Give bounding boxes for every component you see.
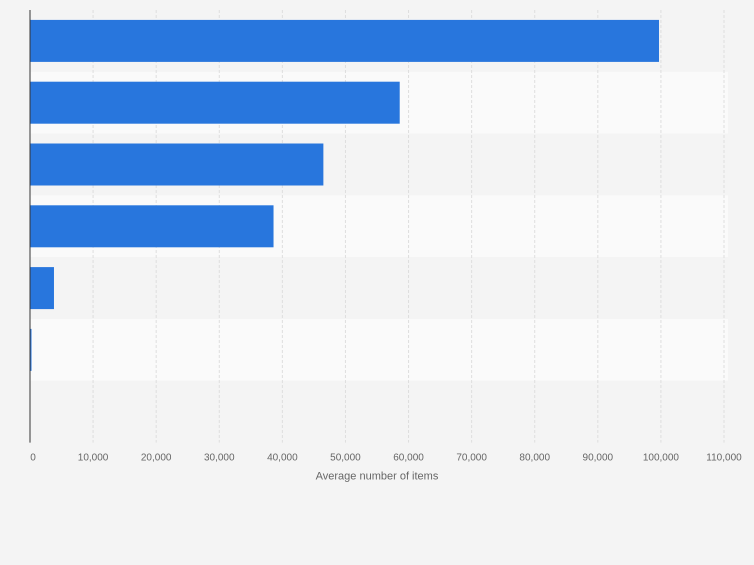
x-axis-label: Average number of items bbox=[316, 471, 439, 483]
bar bbox=[30, 143, 324, 186]
bar bbox=[30, 267, 54, 310]
x-tick-labels: 0 10,000 20,000 30,000 40,000 50,000 60,000 70,… bbox=[30, 453, 742, 464]
x-tick-label: 20,000 bbox=[141, 453, 172, 464]
x-tick-label: 40,000 bbox=[267, 453, 298, 464]
x-tick-label: 30,000 bbox=[204, 453, 235, 464]
x-tick-label: 110,000 bbox=[706, 453, 742, 464]
row-band bbox=[30, 257, 728, 319]
x-tick-label: 100,000 bbox=[643, 453, 680, 464]
bar bbox=[30, 205, 274, 248]
row-band bbox=[30, 380, 728, 443]
x-tick-label: 0 bbox=[30, 453, 36, 464]
bar bbox=[30, 81, 400, 124]
row-bands bbox=[30, 10, 728, 443]
bars bbox=[30, 19, 660, 371]
x-tick-label: 50,000 bbox=[330, 453, 361, 464]
x-tick-label: 80,000 bbox=[519, 453, 550, 464]
row-band bbox=[30, 319, 728, 381]
x-tick-label: 90,000 bbox=[583, 453, 614, 464]
bar bbox=[30, 328, 32, 371]
bar bbox=[30, 19, 660, 62]
x-tick-label: 60,000 bbox=[393, 453, 424, 464]
x-tick-label: 70,000 bbox=[456, 453, 487, 464]
x-tick-label: 10,000 bbox=[78, 453, 109, 464]
